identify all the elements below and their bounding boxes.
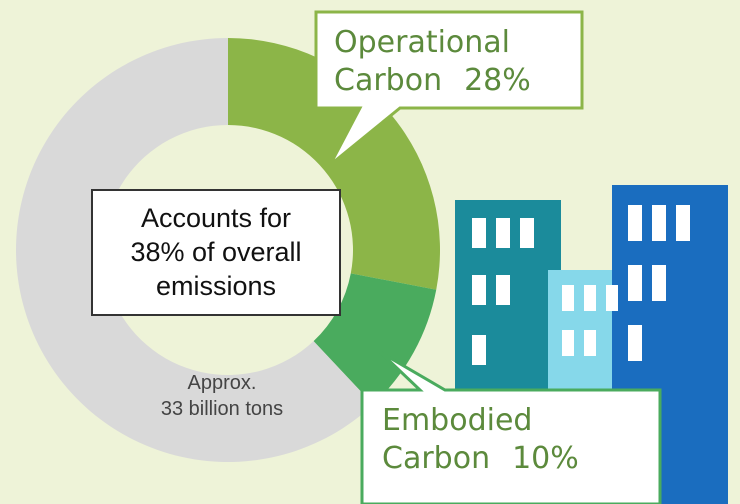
- center-label: Accounts for 38% of overall emissions: [130, 203, 301, 301]
- text-line: Approx.: [188, 372, 257, 394]
- category-label: Operational Carbon: [334, 25, 511, 98]
- donut-segment: [15, 38, 374, 462]
- annotation: Approx. 33 billion tons: [161, 372, 283, 420]
- callout-box: [314, 10, 584, 167]
- callout: Operational Carbon 28%: [334, 24, 564, 100]
- callout-box: [360, 350, 662, 504]
- text-line: 38% of overall: [130, 237, 301, 267]
- text-line: 33 billion tons: [161, 398, 283, 420]
- category-label: Embodied Carbon: [382, 403, 533, 476]
- value-label: 28%: [464, 63, 531, 98]
- center-box: [91, 189, 341, 316]
- callout: Embodied Carbon 10%: [382, 402, 612, 478]
- donut-segment: [228, 38, 441, 290]
- value-label: 10%: [512, 441, 579, 476]
- text-line: Accounts for: [141, 203, 291, 233]
- donut-segment: [313, 273, 437, 405]
- buildings: [455, 185, 728, 504]
- text-line: emissions: [156, 271, 276, 301]
